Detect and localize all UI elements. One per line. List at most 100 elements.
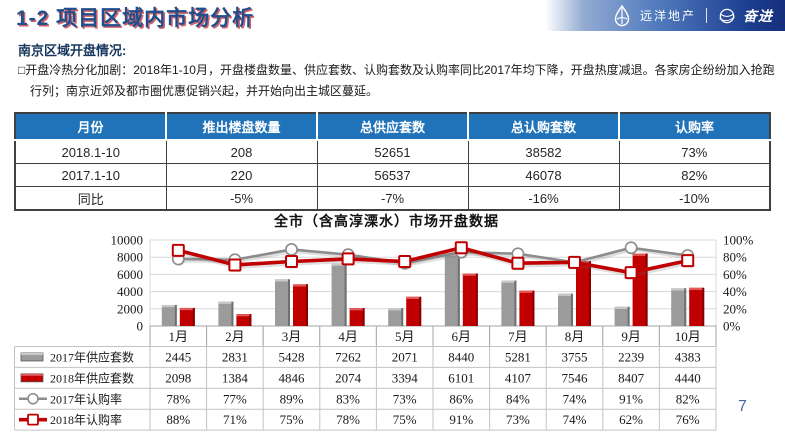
table-value: 82% [676, 391, 700, 406]
table-value: 7262 [335, 349, 361, 364]
table-row: 2017.1-10 220 56537 46078 82% [14, 163, 771, 187]
legend-bar-icon-highlight [21, 352, 43, 355]
left-axis-tick: 10000 [111, 233, 144, 248]
marker-2018年认购率 [285, 255, 298, 268]
right-axis-tick: 60% [723, 267, 747, 282]
bar-highlight [293, 284, 308, 287]
bar-shade [702, 287, 705, 326]
table-value: 74% [563, 391, 587, 406]
bar-2017年供应套数 [161, 304, 177, 326]
bar-highlight [275, 279, 290, 282]
table-value: 88% [166, 412, 190, 427]
left-axis-tick: 2000 [117, 301, 143, 316]
left-axis-tick: 6000 [117, 267, 143, 282]
banner-divider [706, 8, 707, 23]
header-banner: 远洋地产 奋进 [545, 0, 785, 31]
marker-2018年认购率 [454, 241, 468, 255]
summary-header-row: 月份 推出楼盘数量 总供应套数 总认购套数 认购率 [15, 113, 770, 141]
bar-highlight [462, 273, 478, 276]
table-cell: -7% [316, 186, 469, 211]
bar-2018年供应套数 [349, 308, 365, 326]
bar-2018年供应套数 [689, 287, 705, 326]
right-axis-tick: 80% [723, 250, 747, 265]
table-cell: 2017.1-10 [14, 163, 167, 187]
marker-2018年认购率 [398, 255, 412, 268]
table-value: 4440 [675, 370, 701, 385]
bar-2017年供应套数 [614, 306, 630, 326]
marker-2018年认购率 [681, 254, 695, 268]
table-cell: -5% [165, 186, 318, 211]
month-label: 5月 [395, 329, 415, 344]
table-value: 62% [619, 412, 643, 427]
bar-highlight [388, 308, 404, 311]
month-label: 4月 [338, 329, 358, 344]
legend-label: 2018年供应套数 [50, 370, 134, 385]
bar-2018年供应套数 [519, 290, 535, 326]
table-value: 78% [166, 391, 190, 406]
bar-shade [419, 296, 422, 326]
legend-circle-marker-icon [27, 393, 39, 405]
month-label: 6月 [452, 329, 472, 344]
bar-2017年供应套数 [275, 279, 290, 326]
bar-2018年供应套数 [462, 273, 478, 326]
bar-2018年供应套数 [293, 284, 308, 326]
brand-name: 远洋地产 [639, 9, 696, 23]
table-cell: 2018.1-10 [14, 139, 167, 164]
bar-2017年供应套数 [671, 288, 687, 326]
table-row: 同比 -5% -7% -16% -10% [14, 186, 771, 211]
table-cell: 同比 [14, 186, 167, 211]
legend-label: 2018年认购率 [50, 412, 122, 427]
table-cell: 52651 [316, 139, 469, 164]
table-value: 1384 [222, 370, 249, 385]
page-number: 7 [738, 398, 747, 415]
table-cell: 208 [165, 139, 318, 164]
bar-shade [645, 253, 648, 326]
bar-2017年供应套数 [558, 293, 573, 326]
table-value: 83% [336, 391, 360, 406]
table-value: 8407 [618, 370, 645, 385]
month-label: 2月 [225, 329, 245, 344]
market-chart: 10000 100% 8000 80% 6000 60% 4000 40% 2000 20% 0 0%… [14, 233, 754, 431]
legend-bar-icon-highlight [21, 373, 43, 376]
table-value: 8440 [448, 349, 474, 364]
marker-2018年认购率 [511, 256, 525, 270]
chart-title: 全市（含高淳溧水）市场开盘数据 [274, 215, 499, 230]
table-value: 75% [280, 412, 304, 427]
table-row: 2018.1-10 208 52651 38582 73% [14, 139, 771, 164]
table-value: 2074 [335, 370, 362, 385]
table-value: 2239 [618, 349, 644, 364]
bar-shade [362, 308, 365, 326]
bar-shade [288, 279, 290, 326]
table-value: 75% [393, 412, 417, 427]
marker-2018年认购率 [341, 252, 355, 266]
table-value: 2831 [222, 349, 248, 364]
table-value: 2445 [165, 349, 191, 364]
bullet-text: 开盘冷热分化加剧：2018年1-10月，开盘楼盘数量、供应套数、认购套数及认购率… [25, 63, 775, 98]
bar-shade [174, 304, 177, 326]
table-value: 86% [449, 391, 473, 406]
marker-2017年认购率 [285, 243, 298, 256]
table-value: 84% [506, 391, 530, 406]
brand-slogan: 奋进 [743, 7, 773, 24]
bar-shade [571, 293, 573, 326]
table-value: 4846 [279, 370, 306, 385]
legend-label: 2017年认购率 [50, 391, 122, 406]
bar-shade [344, 263, 347, 326]
bullet-square-icon: □ [18, 63, 26, 77]
bar-2018年供应套数 [406, 296, 422, 326]
bar-shade [627, 306, 630, 326]
bar-2017年供应套数 [444, 253, 460, 326]
bar-shade [192, 307, 195, 326]
legend-square-marker-icon [27, 413, 39, 426]
table-cell: 38582 [467, 139, 620, 164]
bullet-paragraph: □开盘冷热分化加剧：2018年1-10月，开盘楼盘数量、供应套数、认购套数及认购… [18, 60, 782, 102]
table-value: 2098 [165, 370, 191, 385]
month-label: 7月 [508, 329, 528, 344]
bar-2017年供应套数 [218, 301, 234, 326]
table-cell: 220 [165, 163, 318, 187]
bar-highlight [349, 308, 365, 311]
table-value: 89% [280, 391, 304, 406]
month-label: 8月 [565, 329, 585, 344]
bar-highlight [632, 253, 648, 256]
table-value: 71% [223, 412, 247, 427]
